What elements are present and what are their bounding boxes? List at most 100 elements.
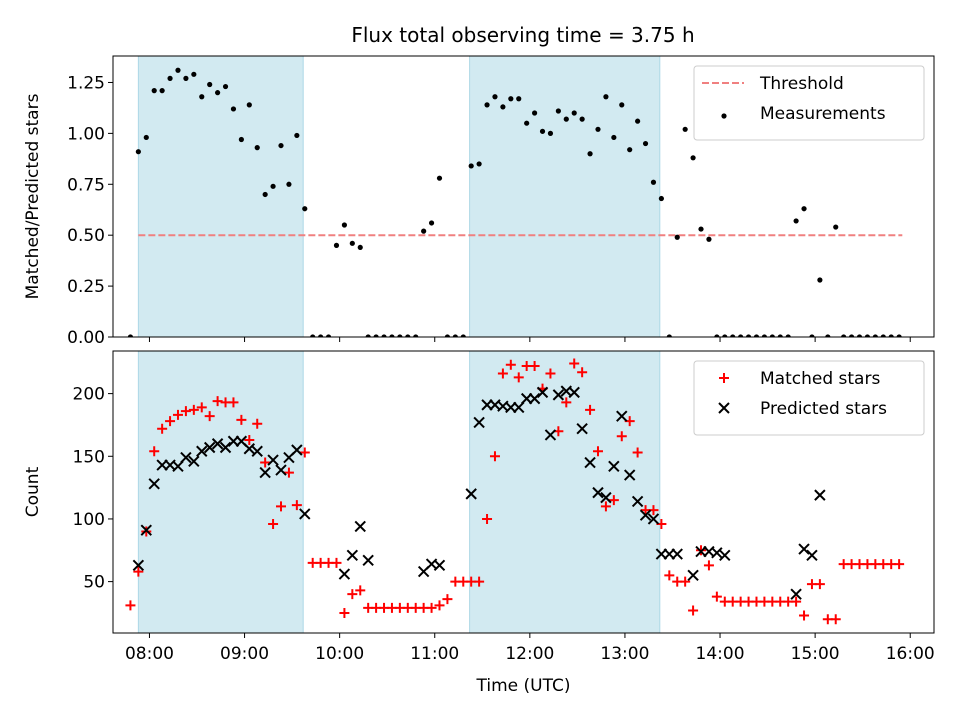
matched-star-point xyxy=(711,591,722,602)
predicted-star-point xyxy=(203,441,216,454)
predicted-star-point xyxy=(465,488,477,500)
predicted-star-point xyxy=(211,438,224,450)
predicted-star-point xyxy=(584,456,596,469)
x-tick-label: 13:00 xyxy=(600,644,649,664)
predicted-star-point xyxy=(259,466,271,479)
top-panel: 0.00 0.25 0.50 0.75 1.00 1.25 Matched/Predicte… xyxy=(23,55,935,348)
measurement-point xyxy=(524,120,530,126)
matched-star-point xyxy=(600,501,611,512)
measurement-point xyxy=(484,102,490,108)
measurement-point xyxy=(777,334,783,337)
y-tick-label: 1.00 xyxy=(67,124,105,144)
measurement-point xyxy=(864,334,871,337)
matched-star-point xyxy=(680,576,691,587)
matched-star-point xyxy=(268,518,279,529)
measurement-point xyxy=(254,145,260,151)
legend-box xyxy=(693,360,925,436)
measurement-point xyxy=(381,334,387,337)
x-tick-label: 14:00 xyxy=(696,644,745,664)
measurement-point xyxy=(262,191,268,198)
measurement-point xyxy=(151,88,157,94)
y-tick-label: 200 xyxy=(73,385,105,405)
measurement-point xyxy=(215,90,221,96)
observing-window-band xyxy=(469,351,661,633)
x-tick-label: 12:00 xyxy=(505,644,554,664)
measurement-point xyxy=(547,130,554,136)
x-axis-label: Time (UTC) xyxy=(476,676,571,696)
predicted-star-point xyxy=(536,386,549,399)
measurement-point xyxy=(492,94,498,100)
measurement-point xyxy=(159,88,165,94)
legend-label: Matched stars xyxy=(760,369,880,389)
matched-star-point xyxy=(529,361,540,372)
y-tick-label: 0.50 xyxy=(67,226,105,246)
chart-title: Flux total observing time = 3.75 h xyxy=(351,23,694,47)
matched-star-point xyxy=(442,594,453,605)
y-tick-label: 150 xyxy=(73,447,105,467)
predicted-star-point xyxy=(671,548,683,560)
measurement-point xyxy=(571,110,577,116)
matched-star-point xyxy=(228,397,239,408)
predicted-star-point xyxy=(631,495,644,508)
predicted-star-point xyxy=(568,386,580,399)
matched-star-point xyxy=(125,600,136,611)
matched-star-point xyxy=(505,359,516,370)
matched-star-point xyxy=(180,406,191,417)
legend-box xyxy=(693,65,925,141)
measurement-point xyxy=(753,334,760,337)
measurement-point xyxy=(801,206,807,212)
predicted-star-point xyxy=(354,520,366,533)
x-tick-label: 11:00 xyxy=(410,644,459,664)
measurement-point xyxy=(531,110,538,116)
measurement-point xyxy=(325,334,332,337)
axes-frame xyxy=(112,350,935,634)
matched-star-point xyxy=(196,402,207,413)
predicted-star-point xyxy=(219,441,232,454)
matched-star-point xyxy=(355,585,366,596)
matched-star-point xyxy=(497,368,508,379)
predicted-star-point xyxy=(592,486,604,499)
measurement-point xyxy=(817,277,823,283)
y-tick-label: 0.75 xyxy=(67,175,105,195)
y-tick-label: 100 xyxy=(73,510,105,530)
measurement-point xyxy=(880,334,886,337)
measurement-point xyxy=(333,242,340,248)
measurement-point xyxy=(706,236,712,242)
matched-star-point xyxy=(260,457,271,468)
predicted-star-point xyxy=(600,491,612,504)
predicted-star-point xyxy=(806,549,818,562)
measurement-point xyxy=(286,181,292,187)
predicted-star-point xyxy=(299,508,311,520)
measurement-point xyxy=(516,96,522,102)
y-tick-label: 1.25 xyxy=(67,73,105,93)
matched-star-point xyxy=(434,600,445,611)
measurement-point xyxy=(761,334,768,337)
predicted-star-point xyxy=(243,443,256,455)
y-tick-label: 0.25 xyxy=(67,277,105,297)
matched-star-point xyxy=(814,579,825,590)
matched-star-point xyxy=(236,414,247,425)
measurement-point xyxy=(555,108,561,114)
measurement-point xyxy=(745,334,752,337)
legend-label: Predicted stars xyxy=(760,399,887,419)
y-axis-label: Count xyxy=(23,466,43,517)
measurement-point xyxy=(175,67,181,73)
observing-window-band xyxy=(137,56,304,337)
predicted-star-point xyxy=(687,569,699,582)
predicted-star-point xyxy=(544,429,557,441)
predicted-star-point xyxy=(719,549,731,562)
measurement-point xyxy=(793,218,799,224)
measurement-point xyxy=(500,104,506,110)
matched-star-point xyxy=(703,560,714,571)
predicted-star-point xyxy=(140,524,152,536)
measurement-point xyxy=(642,140,649,147)
measurement-point xyxy=(650,179,657,185)
measurement-point xyxy=(539,128,546,134)
predicted-star-point xyxy=(362,554,374,567)
measurement-point xyxy=(143,134,149,141)
predicted-star-point xyxy=(180,451,192,464)
legend-label: Measurements xyxy=(760,104,886,124)
measurement-point xyxy=(595,126,601,132)
measurement-point xyxy=(872,334,878,337)
measurement-point xyxy=(809,334,815,337)
